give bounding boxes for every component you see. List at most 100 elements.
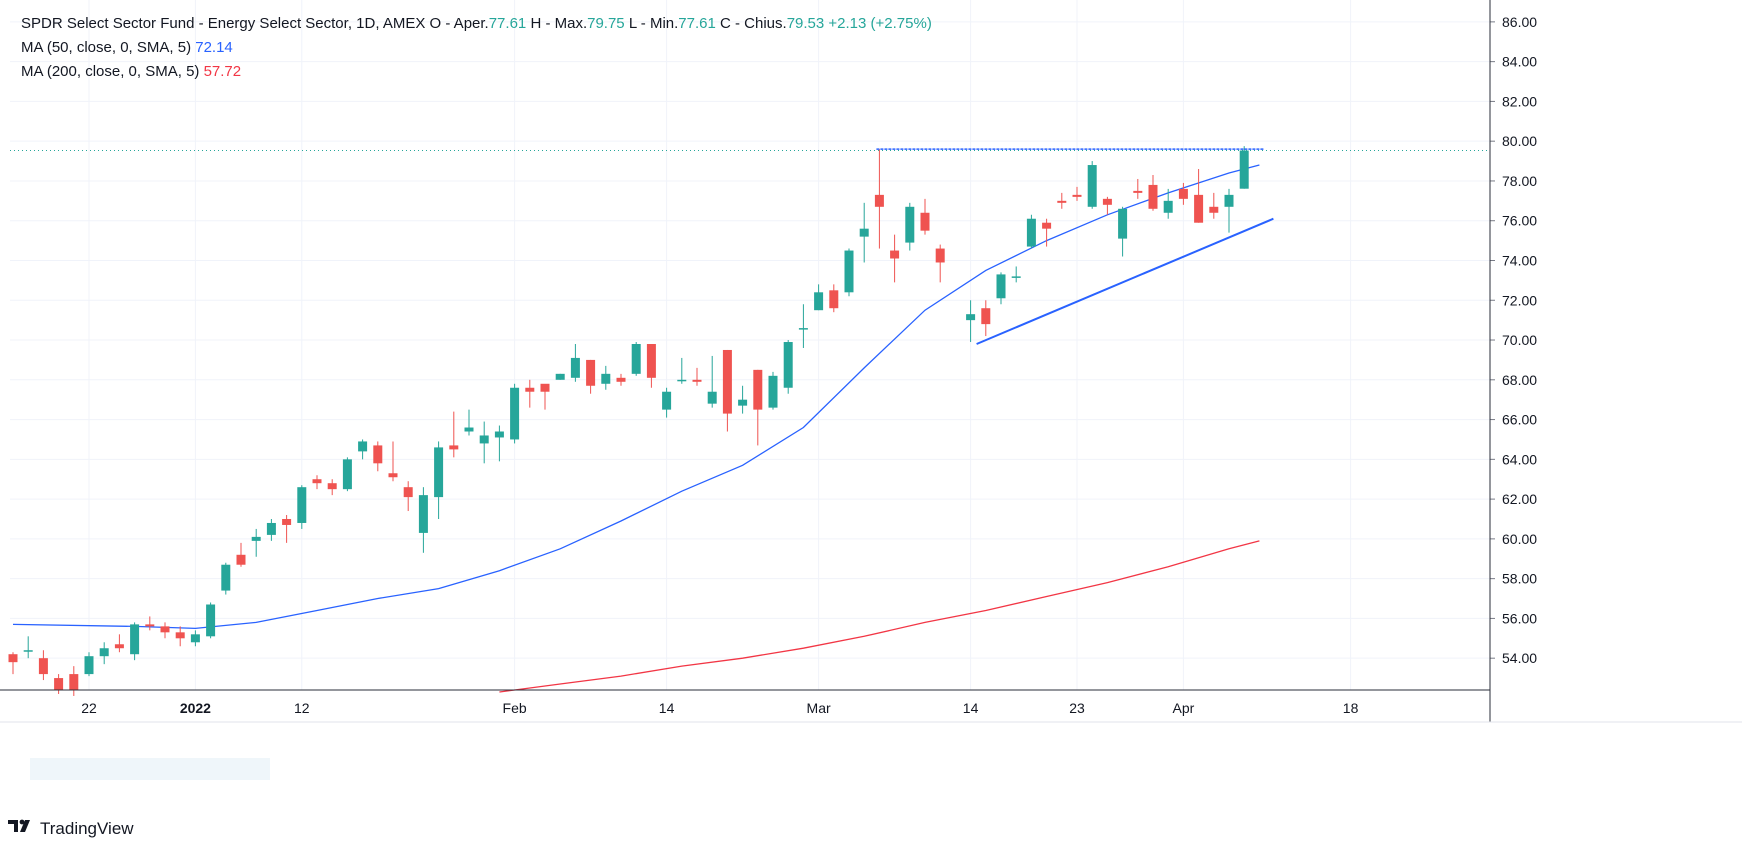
price-tick-label: 64.00 — [1502, 451, 1537, 467]
candle-body — [23, 650, 33, 652]
candle-body — [692, 379, 702, 382]
candle-body — [1042, 222, 1052, 229]
candle-body — [935, 248, 945, 263]
price-tick-label: 66.00 — [1502, 412, 1537, 428]
candle-body — [175, 632, 185, 639]
time-tick-label: Apr — [1173, 700, 1195, 716]
price-tick-label: 68.00 — [1502, 372, 1537, 388]
candle-body — [1148, 184, 1158, 209]
candle-body — [707, 391, 717, 404]
moving-averages — [12, 164, 1260, 693]
brand-name: TradingView — [40, 818, 134, 838]
candle-body — [38, 658, 48, 675]
time-tick-label: 2022 — [180, 700, 211, 716]
candle-body — [555, 373, 565, 380]
candle-body — [1178, 188, 1188, 199]
candle-body — [890, 250, 900, 259]
price-axis[interactable]: 86.00 84.00 82.00 80.00 78.00 76.00 74.00 72.00… — [1489, 0, 1537, 722]
candle-body — [662, 391, 672, 410]
watermark — [30, 758, 270, 780]
high-label: H - Max. — [530, 15, 588, 32]
symbol-title: SPDR Select Sector Fund - Energy Select … — [21, 15, 426, 32]
candle-body — [798, 328, 808, 330]
candle-body — [449, 445, 459, 450]
close-label: C - Chius. — [720, 15, 787, 32]
footer[interactable]: TradingView — [8, 818, 134, 839]
candle-body — [920, 212, 930, 231]
open-label: O - Aper. — [429, 15, 489, 32]
candle-body — [738, 399, 748, 406]
candle-body — [646, 344, 656, 378]
open-value: 77.61 — [488, 15, 527, 32]
tradingview-logo-icon — [8, 818, 34, 839]
support-trend-line — [976, 217, 1274, 345]
high-value: 79.75 — [587, 15, 625, 32]
candle-body — [373, 445, 383, 464]
candle-body — [1194, 194, 1204, 223]
candle-body — [1163, 200, 1173, 213]
candle-body — [342, 459, 352, 490]
price-tick-label: 80.00 — [1502, 133, 1537, 149]
candle-body — [1026, 218, 1036, 247]
candle-body — [312, 479, 322, 484]
candle-body — [84, 656, 94, 675]
price-tick-label: 74.00 — [1502, 252, 1537, 268]
time-tick-label: Mar — [807, 700, 831, 716]
legend-ma200-row[interactable]: MA (200, close, 0, SMA, 5) 57.72 — [21, 60, 932, 84]
candle-body — [1102, 198, 1112, 205]
candle-body — [327, 483, 337, 490]
time-tick-label: 14 — [659, 700, 675, 716]
candle-body — [829, 290, 839, 309]
candle-body — [768, 375, 778, 408]
candle-body — [221, 564, 231, 591]
ma50-line — [12, 164, 1260, 630]
time-tick-label: 22 — [81, 700, 97, 716]
ma200-line — [499, 540, 1260, 693]
candle-body — [99, 648, 109, 657]
candle-body — [570, 357, 580, 378]
legend-symbol-row[interactable]: SPDR Select Sector Fund - Energy Select … — [21, 12, 932, 36]
candle-body — [236, 554, 246, 565]
time-tick-label: 18 — [1343, 700, 1359, 716]
price-tick-label: 54.00 — [1502, 650, 1537, 666]
drawing-tools — [876, 148, 1274, 345]
price-tick-label: 56.00 — [1502, 610, 1537, 626]
candle-body — [601, 373, 611, 384]
low-label: L - Min. — [628, 15, 679, 32]
candle-body — [1224, 194, 1234, 207]
candle-body — [282, 518, 292, 525]
candle-body — [130, 624, 140, 655]
candle-body — [616, 377, 626, 382]
change-value: +2.13 (+2.75%) — [828, 15, 932, 32]
candle-body — [266, 522, 276, 535]
price-tick-label: 72.00 — [1502, 292, 1537, 308]
candle-body — [251, 536, 261, 541]
candle-body — [631, 344, 641, 374]
candle-body — [418, 495, 428, 533]
candle-body — [586, 359, 596, 386]
candle-body — [8, 654, 18, 663]
candles — [8, 146, 1249, 696]
legend: SPDR Select Sector Fund - Energy Select … — [21, 12, 932, 84]
time-tick-label: 23 — [1069, 700, 1085, 716]
candle-body — [358, 441, 368, 452]
candle-body — [814, 292, 824, 311]
candle-body — [114, 644, 124, 649]
ma200-label: MA (200, close, 0, SMA, 5) — [21, 63, 200, 80]
candle-body — [494, 431, 504, 438]
ma50-value: 72.14 — [195, 39, 233, 56]
candle-body — [1209, 206, 1219, 213]
candle-body — [1072, 194, 1082, 197]
candle-body — [874, 194, 884, 207]
legend-ma50-row[interactable]: MA (50, close, 0, SMA, 5) 72.14 — [21, 36, 932, 60]
time-tick-label: 14 — [963, 700, 979, 716]
time-axis[interactable]: 22 2022 12 Feb 14 Mar 14 23 Apr 18 — [0, 689, 1742, 723]
low-value: 77.61 — [678, 15, 716, 32]
price-tick-label: 76.00 — [1502, 213, 1537, 229]
ma50-label: MA (50, close, 0, SMA, 5) — [21, 39, 192, 56]
candle-body — [783, 342, 793, 388]
candle-body — [540, 383, 550, 392]
candle-body — [966, 314, 976, 321]
candle-body — [1133, 190, 1143, 193]
